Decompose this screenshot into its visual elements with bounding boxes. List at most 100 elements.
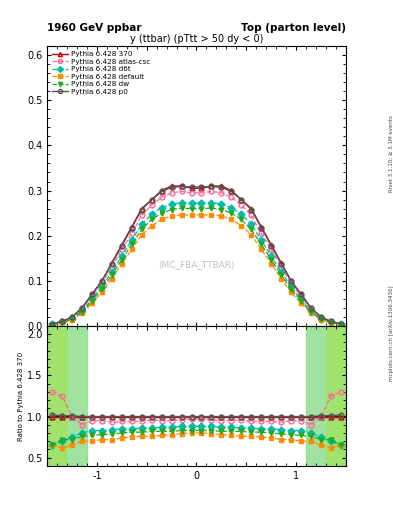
Pythia 6.428 default (110, 275, 114, 282)
Pythia 6.428 dw (60, 319, 64, 326)
Pythia 6.428 default (90, 301, 94, 307)
Pythia 6.428 370 (140, 205, 144, 211)
Pythia 6.428 p0 (50, 321, 55, 327)
Pythia 6.428 370 (319, 314, 323, 320)
Pythia 6.428 p0 (159, 188, 164, 195)
Pythia 6.428 d6t (338, 321, 343, 327)
Pythia 6.428 default (329, 319, 333, 326)
Pythia 6.428 atlas-csc (239, 202, 244, 208)
Pythia 6.428 d6t (229, 205, 234, 211)
Pythia 6.428 dw (309, 309, 313, 315)
Pythia 6.428 p0 (338, 321, 343, 327)
Pythia 6.428 d6t (70, 316, 74, 322)
Line: Pythia 6.428 d6t: Pythia 6.428 d6t (50, 200, 343, 327)
Pythia 6.428 370 (279, 260, 283, 266)
Pythia 6.428 d6t (140, 221, 144, 227)
Pythia 6.428 dw (50, 322, 55, 328)
Pythia 6.428 default (239, 223, 244, 229)
Pythia 6.428 d6t (60, 319, 64, 326)
Pythia 6.428 370 (209, 183, 214, 189)
Pythia 6.428 dw (338, 322, 343, 328)
Pythia 6.428 atlas-csc (299, 293, 303, 300)
Pythia 6.428 default (319, 316, 323, 323)
Pythia 6.428 default (219, 213, 224, 219)
Title: y (ttbar) (pTtt > 50 dy < 0): y (ttbar) (pTtt > 50 dy < 0) (130, 34, 263, 44)
Pythia 6.428 atlas-csc (269, 246, 274, 252)
Pythia 6.428 default (269, 261, 274, 267)
Pythia 6.428 p0 (199, 184, 204, 190)
Pythia 6.428 default (80, 310, 84, 316)
Pythia 6.428 d6t (159, 205, 164, 211)
Pythia 6.428 370 (90, 291, 94, 297)
Pythia 6.428 d6t (249, 221, 253, 227)
Pythia 6.428 default (159, 217, 164, 223)
Pythia 6.428 d6t (259, 237, 264, 243)
Pythia 6.428 dw (289, 286, 294, 292)
Pythia 6.428 370 (259, 224, 264, 230)
Pythia 6.428 d6t (309, 308, 313, 314)
Line: Pythia 6.428 dw: Pythia 6.428 dw (50, 206, 343, 327)
Pythia 6.428 default (50, 322, 55, 328)
Pythia 6.428 370 (309, 305, 313, 311)
Pythia 6.428 d6t (319, 316, 323, 322)
Pythia 6.428 d6t (199, 200, 204, 206)
Text: 1960 GeV ppbar: 1960 GeV ppbar (47, 23, 141, 33)
Pythia 6.428 default (140, 232, 144, 238)
Pythia 6.428 d6t (239, 211, 244, 217)
Pythia 6.428 dw (159, 210, 164, 216)
Pythia 6.428 p0 (319, 314, 323, 320)
Pythia 6.428 p0 (209, 183, 214, 189)
Line: Pythia 6.428 default: Pythia 6.428 default (50, 212, 343, 327)
Pythia 6.428 default (199, 212, 204, 218)
Pythia 6.428 p0 (119, 243, 124, 249)
Pythia 6.428 atlas-csc (209, 188, 214, 195)
Pythia 6.428 p0 (129, 224, 134, 230)
Pythia 6.428 370 (269, 242, 274, 248)
Pythia 6.428 p0 (99, 278, 104, 284)
Pythia 6.428 atlas-csc (309, 306, 313, 312)
Pythia 6.428 p0 (269, 243, 274, 249)
Pythia 6.428 p0 (70, 314, 74, 320)
Pythia 6.428 d6t (179, 200, 184, 206)
Pythia 6.428 atlas-csc (338, 321, 343, 327)
Legend: Pythia 6.428 370, Pythia 6.428 atlas-csc, Pythia 6.428 d6t, Pythia 6.428 default: Pythia 6.428 370, Pythia 6.428 atlas-csc… (51, 50, 152, 96)
Pythia 6.428 p0 (279, 261, 283, 267)
Pythia 6.428 atlas-csc (140, 212, 144, 219)
Pythia 6.428 default (299, 301, 303, 307)
Pythia 6.428 dw (169, 206, 174, 212)
Pythia 6.428 d6t (80, 308, 84, 314)
Pythia 6.428 dw (209, 205, 214, 211)
Pythia 6.428 default (289, 289, 294, 295)
Pythia 6.428 dw (269, 257, 274, 263)
Pythia 6.428 atlas-csc (80, 306, 84, 312)
Pythia 6.428 dw (179, 205, 184, 211)
Pythia 6.428 370 (299, 291, 303, 297)
Pythia 6.428 370 (70, 314, 74, 320)
Pythia 6.428 d6t (50, 321, 55, 327)
Pythia 6.428 d6t (90, 296, 94, 303)
Pythia 6.428 default (189, 212, 194, 218)
Pythia 6.428 dw (219, 206, 224, 212)
Text: (MC_FBA_TTBAR): (MC_FBA_TTBAR) (158, 260, 235, 269)
Pythia 6.428 atlas-csc (329, 319, 333, 325)
Pythia 6.428 p0 (239, 197, 244, 203)
Text: Top (parton level): Top (parton level) (241, 23, 346, 33)
Pythia 6.428 p0 (329, 318, 333, 325)
Pythia 6.428 d6t (299, 296, 303, 303)
Pythia 6.428 370 (60, 318, 64, 325)
Pythia 6.428 d6t (169, 201, 174, 207)
Pythia 6.428 d6t (209, 200, 214, 206)
Pythia 6.428 370 (50, 321, 55, 327)
Pythia 6.428 370 (249, 205, 253, 211)
Pythia 6.428 370 (189, 185, 194, 191)
Pythia 6.428 d6t (99, 284, 104, 290)
Pythia 6.428 default (129, 246, 134, 252)
Pythia 6.428 p0 (110, 261, 114, 267)
Pythia 6.428 atlas-csc (60, 319, 64, 325)
Pythia 6.428 atlas-csc (289, 280, 294, 286)
Pythia 6.428 d6t (189, 200, 194, 206)
Pythia 6.428 atlas-csc (199, 190, 204, 196)
Pythia 6.428 default (309, 310, 313, 316)
Pythia 6.428 atlas-csc (90, 293, 94, 300)
Pythia 6.428 p0 (140, 206, 144, 212)
